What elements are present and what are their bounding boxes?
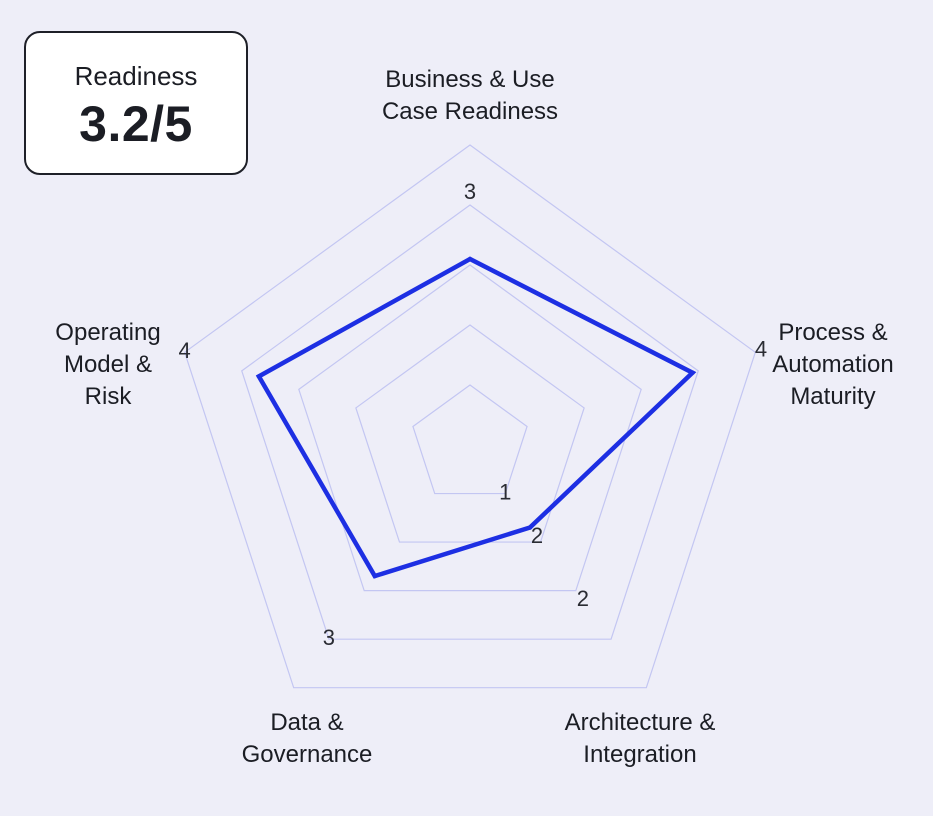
data-point-1 [690,370,695,375]
tick-label-0: 3 [464,179,476,204]
data-point-0 [467,256,473,262]
grid-ring-2 [355,324,585,543]
tick-label-5: 1 [499,479,511,504]
tick-label-6: 2 [531,523,543,548]
data-point-2 [527,525,533,530]
grid-ring-1 [412,384,528,495]
series-line-0 [255,256,697,579]
axis-label-business-use-case: Business & Use Case Readiness [381,66,559,125]
data-point-4 [256,374,262,379]
score-value: 3.2/5 [79,96,193,152]
axis-label-data-governance: Data & Governance [241,709,373,768]
tick-label-1: 4 [755,336,767,361]
axis-label-architecture-integration: Architecture & Integration [564,709,716,768]
radar-grid [183,144,757,689]
grid-ring-3 [298,264,642,592]
axis-label-operating-model-risk: Operating Model & Risk [55,319,161,410]
readiness-score-card: Readiness 3.2/5 [24,31,248,175]
tick-label-2: 2 [577,586,589,611]
grid-ring-5 [183,144,757,689]
tick-label-3: 3 [323,625,335,650]
tick-label-4: 4 [179,338,191,363]
axis-label-process-automation: Process & Automation Maturity [772,319,894,410]
radar-series [255,256,697,579]
score-label: Readiness [74,61,198,91]
grid-ring-4 [241,204,699,640]
data-point-3 [372,573,377,579]
